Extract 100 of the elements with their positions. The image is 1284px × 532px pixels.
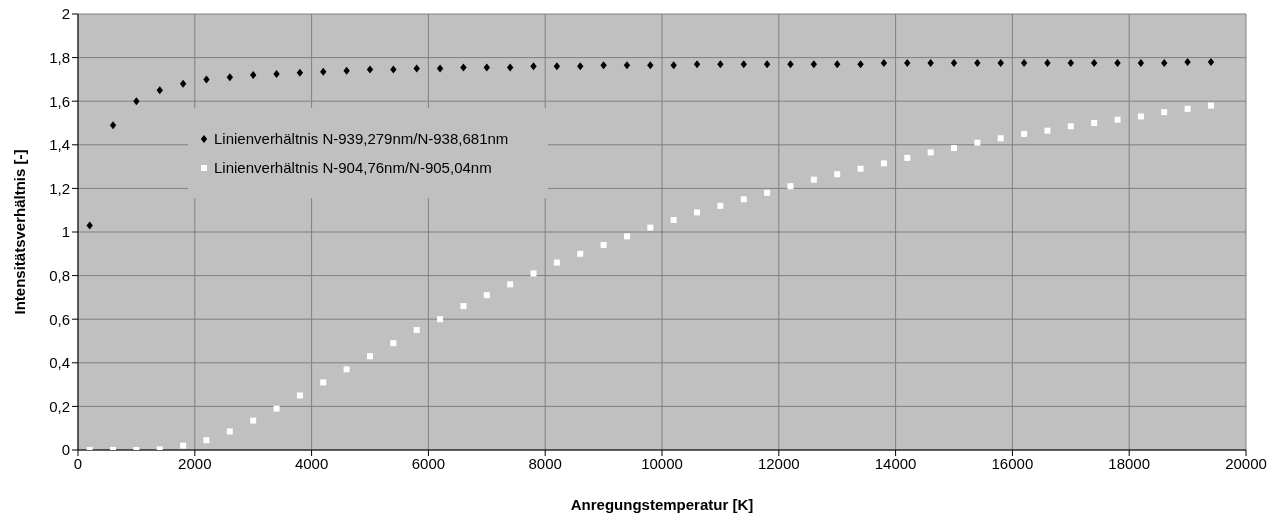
point (857, 60, 864, 69)
point (1184, 57, 1191, 66)
x-tick-label: 2000 (178, 454, 212, 472)
point (250, 71, 257, 80)
y-tick-label: 0 (61, 441, 70, 459)
point (857, 165, 864, 172)
point (1137, 59, 1145, 68)
point (367, 353, 373, 360)
point (413, 64, 420, 73)
x-tick-label: 20000 (1225, 454, 1267, 472)
point (530, 62, 537, 71)
point (156, 86, 163, 95)
point (880, 160, 887, 167)
point (413, 327, 420, 334)
point (553, 62, 561, 71)
point (600, 242, 607, 249)
point (1021, 130, 1028, 137)
point (1067, 59, 1074, 68)
point (974, 139, 981, 146)
y-tick-label: 1,8 (49, 48, 70, 66)
point (366, 65, 374, 74)
point (86, 221, 93, 230)
y-tick-label: 1,2 (49, 179, 70, 197)
point (623, 61, 631, 70)
point (1044, 59, 1051, 68)
x-tick-label: 16000 (991, 454, 1034, 472)
x-tick-label: 18000 (1108, 454, 1151, 472)
legend-label: Linienverhältnis N-939,279nm/N-938,681nm (214, 130, 509, 147)
point (226, 73, 234, 82)
y-tick-label: 1 (61, 223, 70, 241)
x-tick-label: 12000 (757, 454, 800, 472)
point (717, 60, 724, 69)
point (694, 209, 701, 216)
point (1090, 59, 1098, 68)
point (296, 392, 303, 399)
point (296, 68, 304, 77)
point (226, 428, 233, 435)
x-tick-label: 8000 (528, 454, 562, 472)
point (1207, 102, 1214, 109)
point (974, 59, 981, 68)
point (109, 121, 117, 130)
point (1137, 113, 1144, 120)
point (343, 366, 350, 373)
point (1161, 59, 1168, 68)
point (880, 59, 888, 68)
point (320, 379, 327, 386)
x-tick-label: 6000 (411, 454, 446, 472)
point (623, 233, 630, 240)
point (997, 135, 1004, 142)
point (437, 316, 444, 323)
y-tick-label: 0,6 (49, 310, 70, 328)
point (320, 67, 327, 76)
y-axis-title: Intensitätsverhältnis [-] (11, 149, 29, 315)
point (180, 442, 187, 449)
point (179, 79, 187, 88)
point (203, 75, 210, 84)
point (390, 65, 397, 74)
point (483, 63, 490, 72)
point (740, 196, 747, 203)
point (740, 60, 747, 69)
point (647, 61, 654, 70)
point (273, 405, 280, 412)
point (927, 59, 934, 68)
point (1020, 59, 1028, 68)
point (1114, 59, 1121, 68)
point (553, 259, 560, 266)
point (507, 281, 514, 288)
point (600, 61, 607, 70)
y-tick-label: 2 (61, 5, 70, 23)
point (647, 224, 654, 231)
point (763, 60, 771, 69)
point (670, 217, 677, 224)
point (1067, 123, 1074, 130)
point (951, 145, 957, 152)
point (530, 270, 537, 277)
point (390, 340, 397, 347)
point (203, 437, 210, 444)
y-tick-label: 0,2 (49, 397, 70, 415)
point (250, 417, 257, 424)
point (577, 250, 584, 257)
point (717, 202, 724, 209)
x-tick-label: 10000 (641, 454, 683, 472)
point (133, 97, 140, 106)
point (834, 60, 841, 69)
point (1184, 105, 1191, 112)
point (1207, 57, 1215, 66)
x-axis-title: Anregungstemperatur [K] (570, 496, 754, 513)
x-tick-label: 14000 (874, 454, 917, 472)
point (950, 59, 958, 68)
point (810, 60, 818, 69)
y-tick-label: 1,6 (49, 92, 70, 110)
point (997, 59, 1004, 68)
point (693, 60, 701, 69)
point (927, 149, 934, 156)
legend-label: Linienverhältnis N-904,76nm/N-905,04nm (214, 159, 492, 176)
point (787, 183, 794, 190)
point (436, 64, 444, 73)
point (1091, 120, 1098, 126)
point (834, 171, 841, 178)
point (787, 60, 794, 69)
